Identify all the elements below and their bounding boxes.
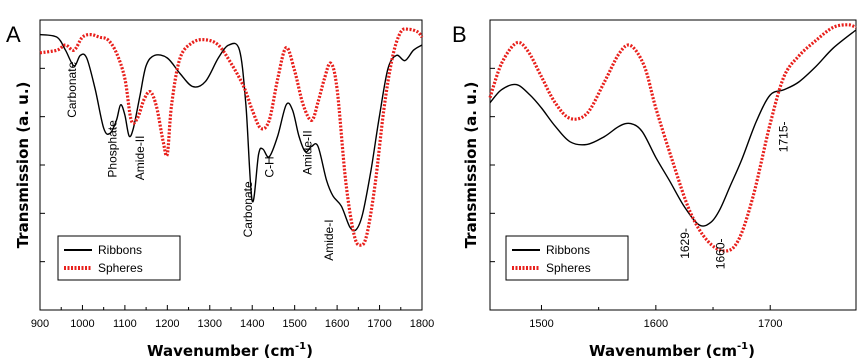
series-line-spheres (488, 23, 857, 253)
x-tick-label: 900 (31, 318, 49, 330)
annotation-label: 1629- (678, 228, 692, 259)
x-tick-label: 1200 (155, 318, 179, 330)
x-tick-label: 1000 (70, 318, 94, 330)
panel-b: 1500 1600 1700 1629- 1660- 1715- B Transmiss… (452, 19, 857, 360)
x-tick-label: 1500 (282, 318, 306, 330)
panel-a-legend: Ribbons Spheres (57, 235, 181, 281)
annotation-label: 1715- (776, 121, 790, 152)
legend-spheres-label: Spheres (98, 261, 143, 275)
annotation-label: C-H (262, 156, 276, 177)
panel-b-y-axis-label: Transmission (a. u.) (462, 82, 480, 249)
x-tick-label: 1600 (325, 318, 349, 330)
legend-ribbons-label: Ribbons (98, 243, 142, 257)
x-tick-label: 1700 (367, 318, 391, 330)
annotation-label: Amide-II (301, 130, 315, 175)
panel-b-label: B (452, 22, 467, 47)
annotation-label: Phosphate (105, 120, 119, 178)
panel-b-legend: Ribbons Spheres (505, 235, 629, 281)
panel-a-legend-box (57, 235, 181, 281)
legend-b-spheres-label: Spheres (546, 261, 591, 275)
annotation-label: Amide-II (133, 136, 147, 181)
series-line-spheres (39, 27, 424, 247)
panel-a-x-ticks: 900 1000 1100 1200 1300 1400 1500 1600 1700 1800 (31, 67, 434, 330)
panel-a-series (39, 27, 424, 247)
panel-a: 900 1000 1100 1200 1300 1400 1500 1600 1700 1800 … (6, 19, 434, 360)
series-line-ribbons (39, 33, 423, 232)
panel-a-annotations: Carbonate Phosphate Amide-II Carbonate C-H Am… (65, 61, 336, 260)
annotation-label: Amide-I (322, 219, 336, 260)
x-tick-label: 1300 (198, 318, 222, 330)
panel-b-x-ticks: 1500 1600 1700 (490, 67, 782, 330)
x-tick-label: 1700 (758, 318, 782, 330)
panel-b-legend-box (505, 235, 629, 281)
panel-a-y-axis-label: Transmission (a. u.) (14, 82, 32, 249)
x-tick-label: 1400 (240, 318, 264, 330)
annotation-label: Carbonate (241, 181, 255, 237)
x-tick-label: 1800 (410, 318, 434, 330)
panel-b-annotations: 1629- 1660- 1715- (678, 121, 790, 269)
x-tick-label: 1100 (113, 318, 137, 330)
panel-a-x-axis-label: Wavenumber (cm-1) (147, 341, 313, 360)
panel-b-series (488, 23, 857, 253)
x-tick-label: 1600 (644, 318, 668, 330)
annotation-label: 1660- (714, 238, 728, 269)
panel-a-label: A (6, 22, 21, 47)
annotation-label: Carbonate (65, 61, 79, 117)
x-tick-label: 1500 (529, 318, 553, 330)
series-line-ribbons (489, 29, 857, 227)
legend-b-ribbons-label: Ribbons (546, 243, 590, 257)
panel-b-x-axis-label: Wavenumber (cm-1) (589, 341, 755, 360)
